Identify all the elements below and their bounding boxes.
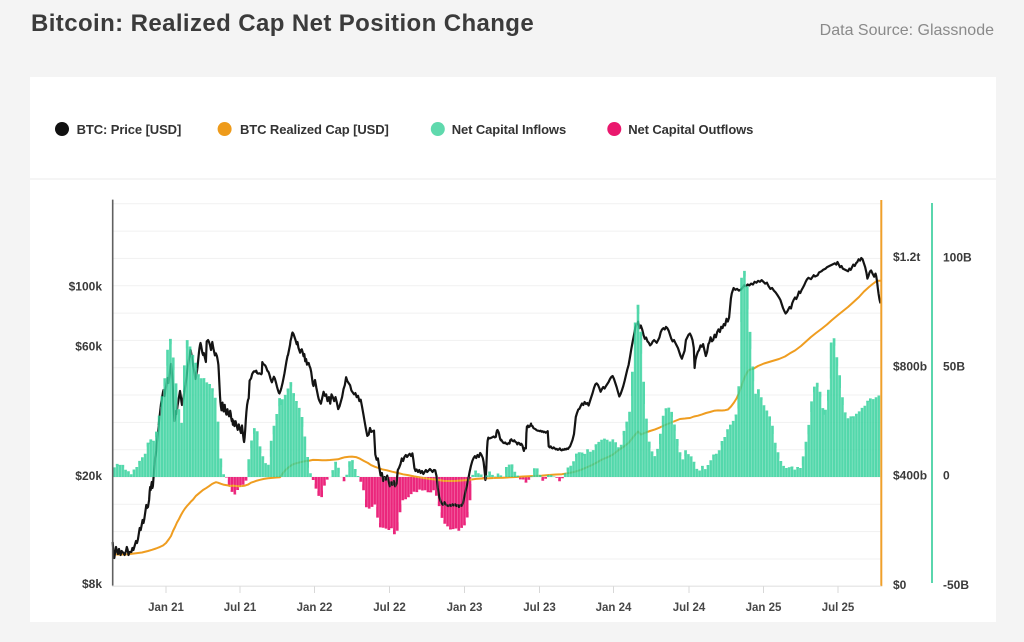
svg-text:100B: 100B: [943, 251, 972, 265]
svg-text:Data Source: Glassnode: Data Source: Glassnode: [820, 22, 994, 39]
svg-text:Jul 23: Jul 23: [523, 602, 556, 614]
svg-text:$8k: $8k: [82, 577, 102, 591]
svg-text:50B: 50B: [943, 360, 965, 374]
svg-text:Jan 22: Jan 22: [297, 602, 333, 614]
svg-text:Jan 25: Jan 25: [746, 602, 782, 614]
svg-text:Jan 24: Jan 24: [596, 602, 632, 614]
svg-text:0: 0: [943, 469, 950, 483]
svg-text:Net Capital Inflows: Net Capital Inflows: [452, 122, 566, 137]
svg-text:$100k: $100k: [69, 280, 103, 294]
svg-text:-50B: -50B: [943, 578, 969, 592]
svg-text:Jan 21: Jan 21: [148, 602, 184, 614]
svg-text:Bitcoin: Realized Cap Net Posi: Bitcoin: Realized Cap Net Position Chang…: [31, 10, 534, 37]
svg-text:$20k: $20k: [75, 469, 102, 483]
svg-text:BTC: Price [USD]: BTC: Price [USD]: [77, 122, 182, 137]
svg-text:Jul 24: Jul 24: [673, 602, 706, 614]
svg-text:$1.2t: $1.2t: [893, 250, 920, 264]
svg-text:$800b: $800b: [893, 359, 927, 373]
svg-text:$0: $0: [893, 578, 907, 592]
svg-text:Jan 23: Jan 23: [447, 602, 483, 614]
svg-text:Net Capital Outflows: Net Capital Outflows: [628, 122, 753, 137]
svg-text:Jul 25: Jul 25: [822, 602, 855, 614]
svg-text:Jul 21: Jul 21: [224, 602, 257, 614]
svg-text:$400b: $400b: [893, 469, 927, 483]
svg-text:Jul 22: Jul 22: [373, 602, 406, 614]
svg-text:BTC Realized Cap [USD]: BTC Realized Cap [USD]: [240, 122, 389, 137]
svg-text:$60k: $60k: [75, 340, 102, 354]
